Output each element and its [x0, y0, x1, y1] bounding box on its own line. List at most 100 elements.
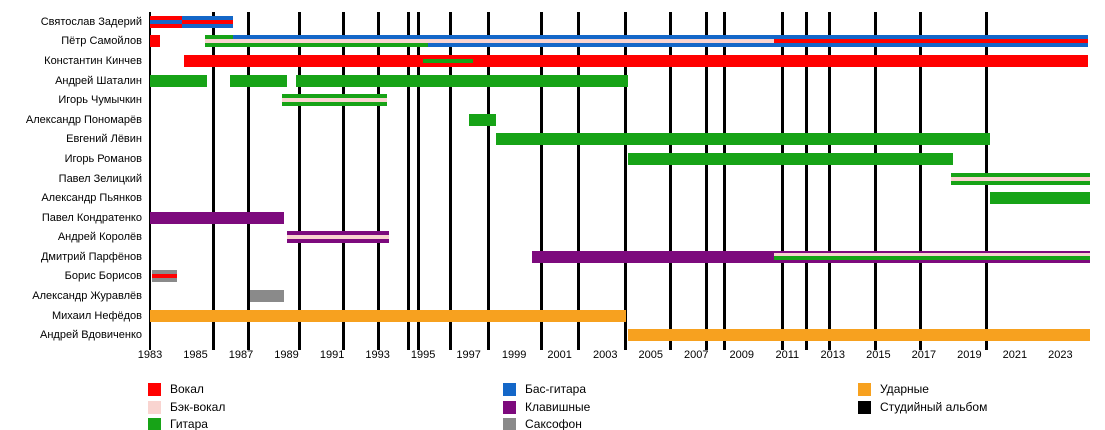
studio-album-line [448, 12, 452, 350]
timeline-bar-segment [532, 250, 774, 263]
legend-label: Ударные [880, 382, 929, 396]
timeline-bar-segment [282, 94, 387, 107]
timeline-bar-segment [627, 152, 954, 165]
bar-layer-pink [286, 235, 389, 240]
member-name-label: Александр Пономарёв [25, 113, 142, 126]
legend-swatch-red [148, 383, 161, 396]
member-name-label: Борис Борисов [64, 270, 142, 283]
member-name-label: Александр Пьянков [41, 192, 142, 205]
x-axis-labels: 1983 1985 1987 1989 1991 1993 1995 1997 1999 2001… [138, 349, 1090, 365]
legend-label: Вокал [170, 382, 204, 396]
year-tick-label: 1995 [410, 349, 436, 361]
year-tick-label: 2013 [820, 349, 846, 361]
year-tick-label: 2023 [1048, 349, 1073, 361]
bar-layer-red [150, 15, 182, 20]
year-tick-label: 2007 [683, 349, 709, 361]
year-tick-label: 1997 [456, 349, 481, 361]
bar-layer-red [181, 19, 234, 24]
member-name-label: Андрей Королёв [57, 231, 142, 244]
studio-album-line [918, 12, 922, 350]
member-name-label: Павел Зелицкий [58, 172, 142, 185]
timeline-bar-segment [150, 309, 626, 322]
year-tick-label: 2021 [1002, 349, 1028, 361]
legend-label: Клавишные [525, 399, 591, 414]
studio-album-line [406, 12, 410, 350]
legend-swatch-green [148, 418, 161, 430]
bar-layer-pink [951, 176, 1090, 181]
bar-layer-blue [773, 35, 1088, 40]
bar-layer-purple [773, 259, 1090, 263]
studio-album-line [416, 12, 420, 350]
member-name-label: Игорь Чумычкин [58, 94, 142, 107]
bar-layer-red [184, 54, 424, 67]
year-tick-label: 1999 [501, 349, 527, 361]
bar-layer-green [150, 74, 207, 87]
legend-label: Бас-гитара [525, 382, 587, 396]
bar-layer-orange [627, 329, 1090, 342]
legend-label: Бэк-вокал [170, 399, 226, 414]
bar-layer-green [282, 102, 387, 107]
bar-layer-gray [250, 290, 285, 303]
bar-layer-green [204, 43, 234, 48]
legend-swatch-blue [503, 383, 516, 396]
bar-layer-red [150, 35, 161, 48]
bar-layer-green [951, 180, 1090, 185]
timeline-bar-segment [229, 74, 287, 87]
bar-layer-blue [427, 35, 774, 40]
studio-album-line [873, 12, 877, 350]
timeline-bar-segment [773, 35, 1088, 48]
bar-layer-red [152, 274, 178, 279]
bar-layer-purple [286, 239, 389, 244]
timeline-bar-segment [495, 133, 990, 146]
studio-album-line [780, 12, 784, 350]
year-tick-label: 2001 [547, 349, 572, 361]
member-name-label: Александр Журавлёв [32, 290, 142, 303]
bar-layer-green [204, 35, 234, 40]
timeline-bar-segment [286, 231, 389, 244]
bar-layer-orange [150, 309, 626, 322]
bar-layer-green [233, 43, 428, 48]
bar-layer-red [423, 54, 474, 59]
bar-layer-purple [150, 211, 285, 224]
bar-layer-red [473, 54, 1088, 67]
bar-layer-green [773, 255, 1090, 260]
bar-layer-green [229, 74, 287, 87]
bar-layer-blue [181, 23, 234, 28]
bar-layer-green [495, 133, 990, 146]
timeline-bar-segment [150, 35, 161, 48]
year-tick-label: 1991 [319, 349, 345, 361]
timeline-bar-segment [204, 35, 234, 48]
bar-layer-green [627, 152, 954, 165]
bar-layer-pink [282, 98, 387, 103]
studio-album-line [486, 12, 490, 350]
timeline-bar-segment [152, 270, 178, 283]
studio-album-line [623, 12, 627, 350]
member-name-label: Дмитрий Парфёнов [40, 250, 142, 263]
year-tick-label: 1983 [137, 349, 163, 361]
bar-layer-gray [152, 270, 178, 275]
studio-album-line [827, 12, 831, 350]
bar-layer-green [295, 74, 628, 87]
timeline-bar-segment [427, 35, 774, 48]
studio-album-line [342, 12, 346, 350]
member-names-column: Святослав Задерий Пётр Самойлов Константин… [0, 12, 144, 345]
member-name-label: Святослав Задерий [40, 15, 142, 28]
studio-album-line [577, 12, 581, 350]
bar-layer-purple [773, 250, 1090, 253]
year-tick-label: 2009 [729, 349, 755, 361]
bar-layer-red [773, 39, 1088, 44]
bar-layer-pink [233, 39, 428, 44]
studio-album-line [246, 12, 250, 350]
bar-layer-red [150, 23, 182, 28]
legend-swatch-gray [503, 418, 516, 430]
bar-layer-blue [773, 43, 1088, 48]
plot-area [149, 12, 1090, 350]
year-tick-label: 1987 [228, 349, 254, 361]
year-tick-label: 1989 [274, 349, 299, 361]
bar-layer-green [951, 172, 1090, 177]
member-name-label: Евгений Лёвин [66, 133, 142, 146]
studio-album-line [298, 12, 302, 350]
member-name-label: Михаил Нефёдов [51, 309, 142, 322]
bar-layer-pink [773, 252, 1090, 256]
